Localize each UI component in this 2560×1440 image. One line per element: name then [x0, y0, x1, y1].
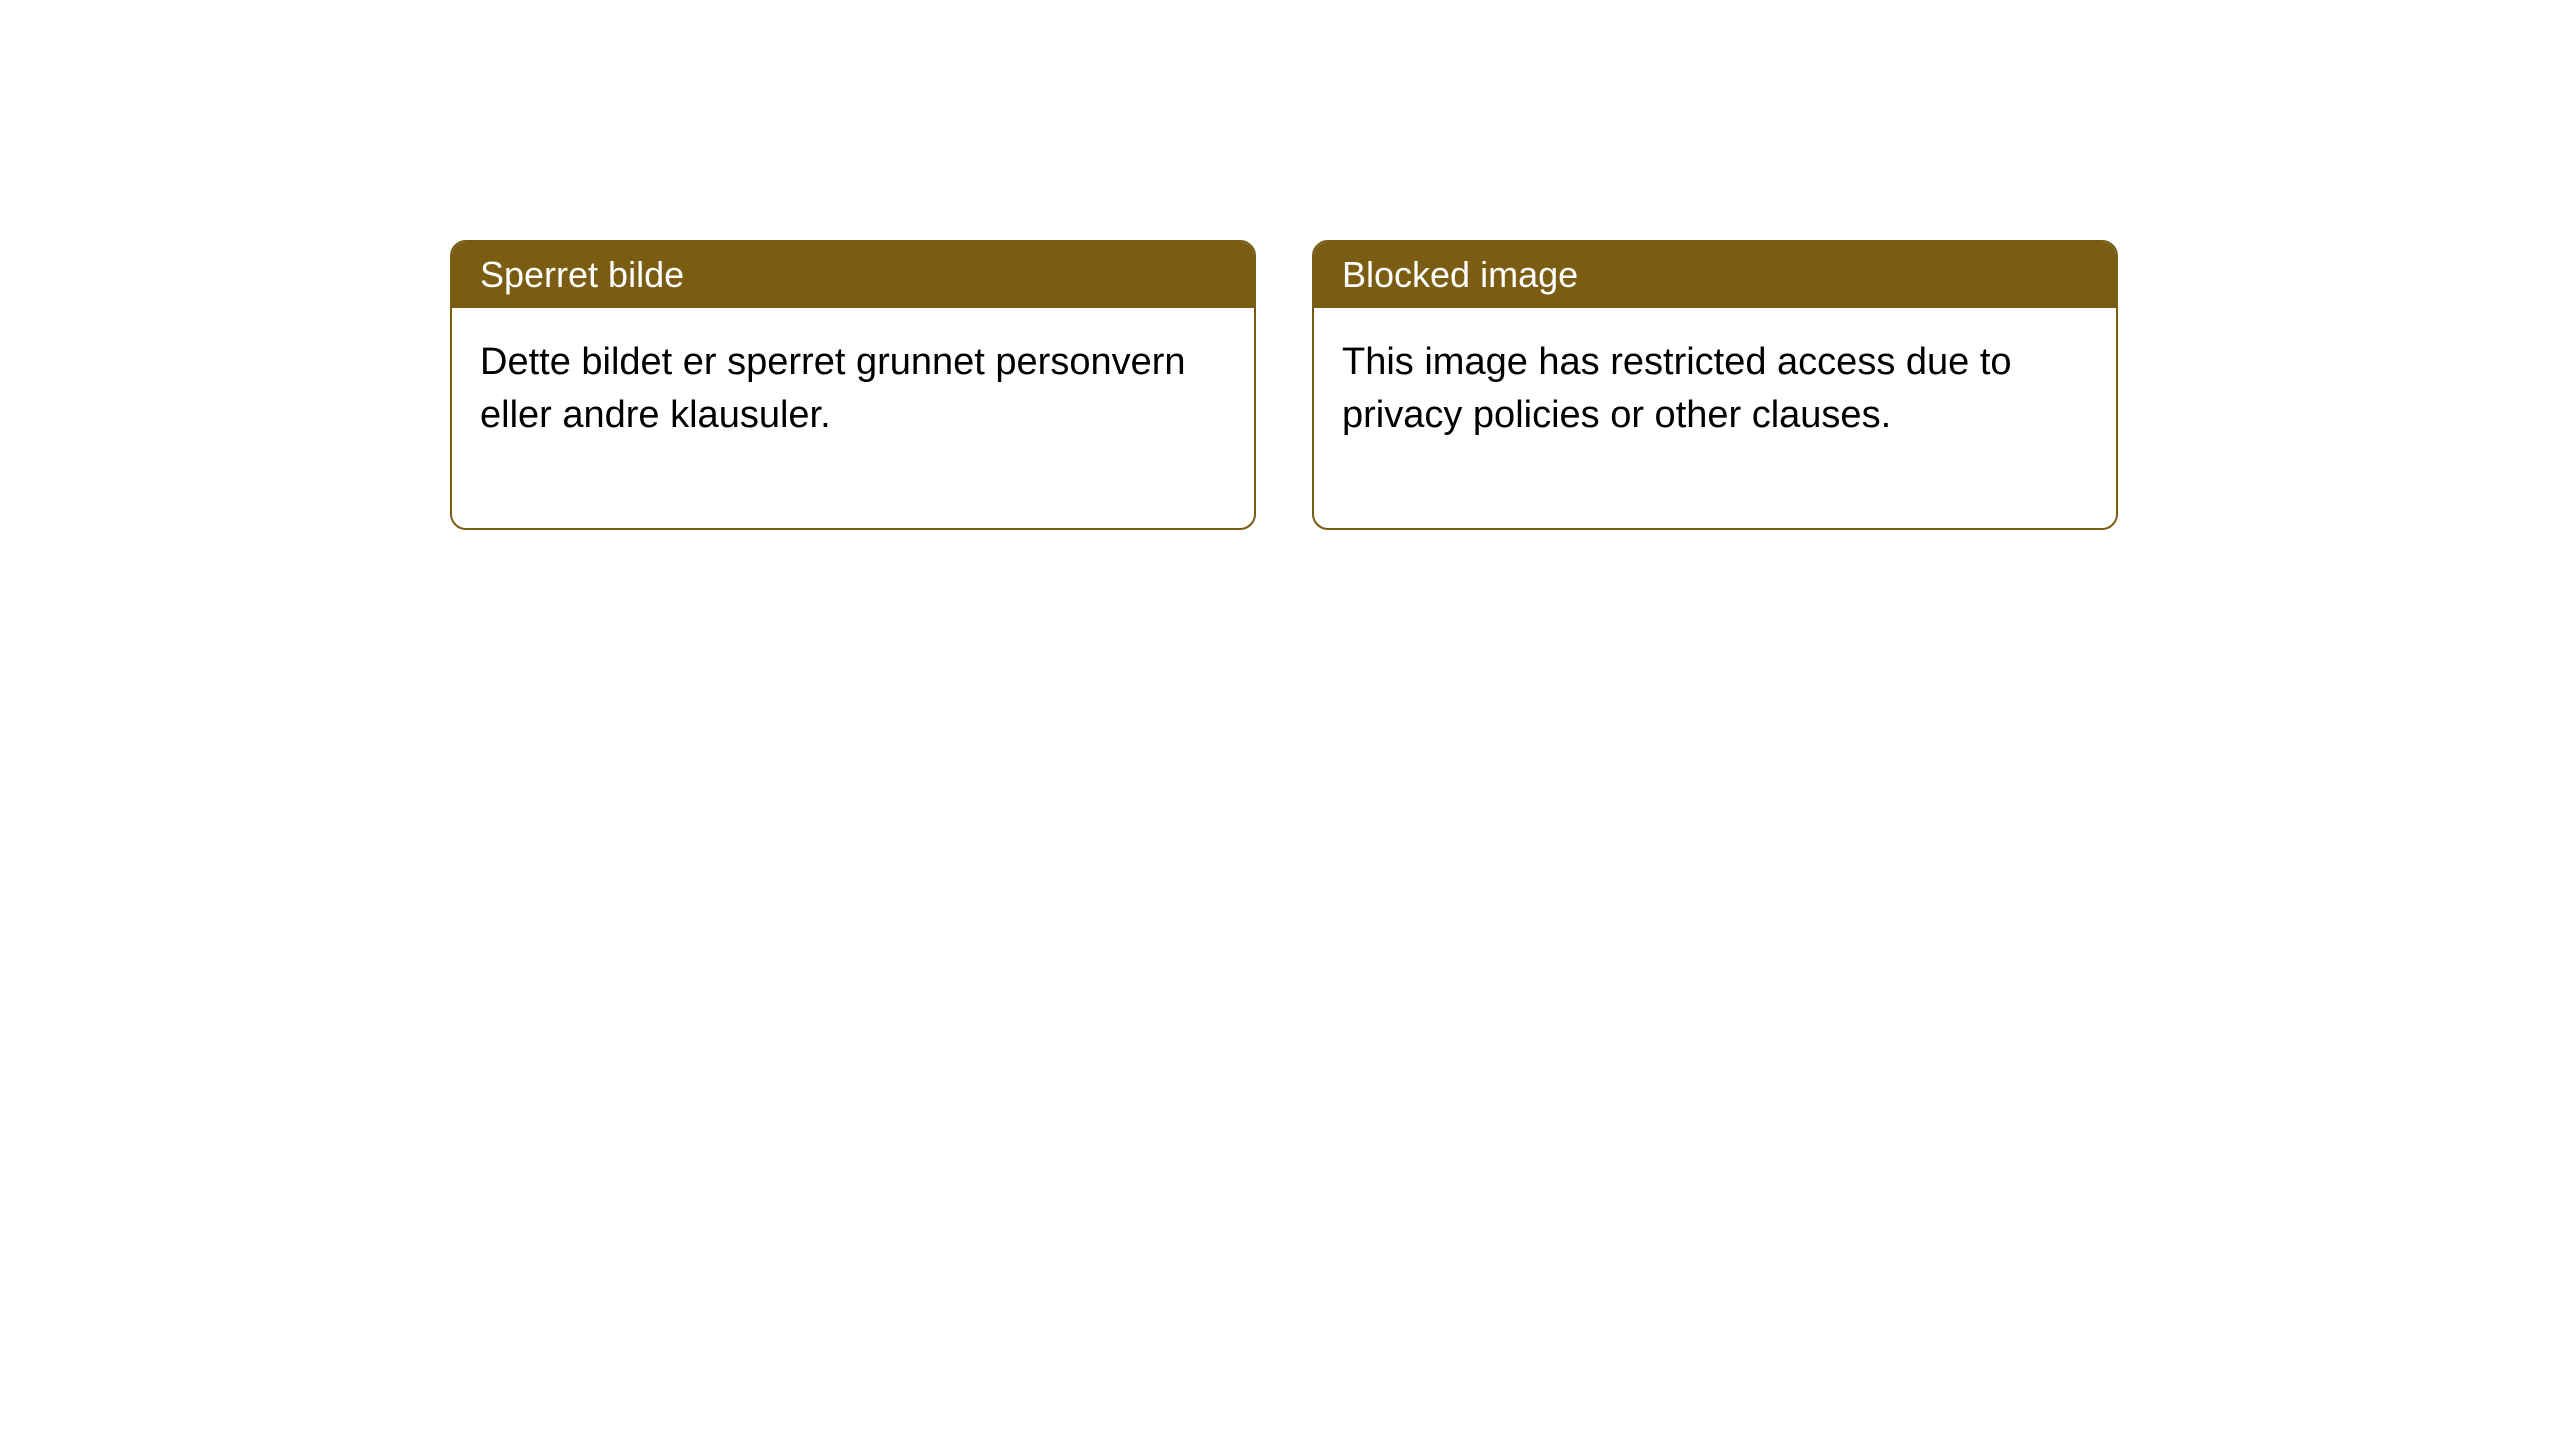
card-title: Blocked image [1342, 254, 1578, 295]
notice-card-norwegian: Sperret bilde Dette bildet er sperret gr… [450, 240, 1256, 530]
card-header: Sperret bilde [452, 242, 1254, 308]
card-body: This image has restricted access due to … [1314, 308, 2116, 528]
notice-container: Sperret bilde Dette bildet er sperret gr… [450, 240, 2118, 530]
card-body: Dette bildet er sperret grunnet personve… [452, 308, 1254, 528]
card-header: Blocked image [1314, 242, 2116, 308]
card-title: Sperret bilde [480, 254, 684, 295]
notice-card-english: Blocked image This image has restricted … [1312, 240, 2118, 530]
card-body-text: Dette bildet er sperret grunnet personve… [480, 341, 1186, 436]
card-body-text: This image has restricted access due to … [1342, 341, 2012, 436]
